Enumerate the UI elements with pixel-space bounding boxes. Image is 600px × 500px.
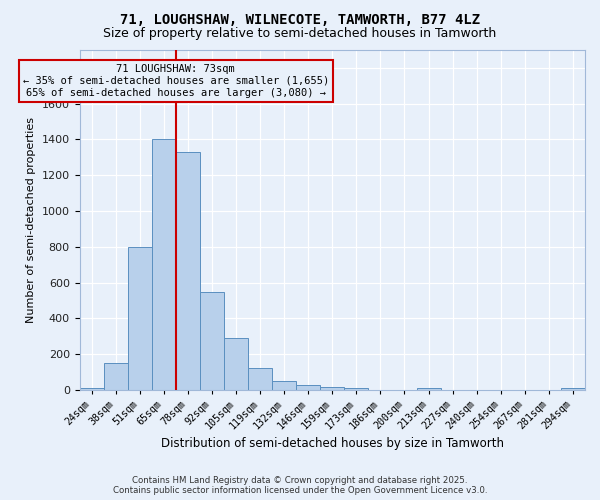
Bar	[200, 292, 224, 390]
Bar	[128, 247, 152, 390]
Text: 71 LOUGHSHAW: 73sqm
← 35% of semi-detached houses are smaller (1,655)
65% of sem: 71 LOUGHSHAW: 73sqm ← 35% of semi-detach…	[23, 64, 329, 98]
Text: Contains HM Land Registry data © Crown copyright and database right 2025.
Contai: Contains HM Land Registry data © Crown c…	[113, 476, 487, 495]
Bar	[320, 387, 344, 390]
Bar	[248, 368, 272, 390]
Bar	[104, 363, 128, 390]
Bar	[272, 381, 296, 390]
Bar	[152, 140, 176, 390]
Text: Size of property relative to semi-detached houses in Tamworth: Size of property relative to semi-detach…	[103, 28, 497, 40]
Bar	[296, 384, 320, 390]
Text: 71, LOUGHSHAW, WILNECOTE, TAMWORTH, B77 4LZ: 71, LOUGHSHAW, WILNECOTE, TAMWORTH, B77 …	[120, 12, 480, 26]
Bar	[80, 388, 104, 390]
Bar	[344, 388, 368, 390]
Bar	[416, 388, 440, 390]
X-axis label: Distribution of semi-detached houses by size in Tamworth: Distribution of semi-detached houses by …	[161, 437, 504, 450]
Bar	[561, 388, 585, 390]
Bar	[176, 152, 200, 390]
Bar	[224, 338, 248, 390]
Y-axis label: Number of semi-detached properties: Number of semi-detached properties	[26, 117, 36, 323]
